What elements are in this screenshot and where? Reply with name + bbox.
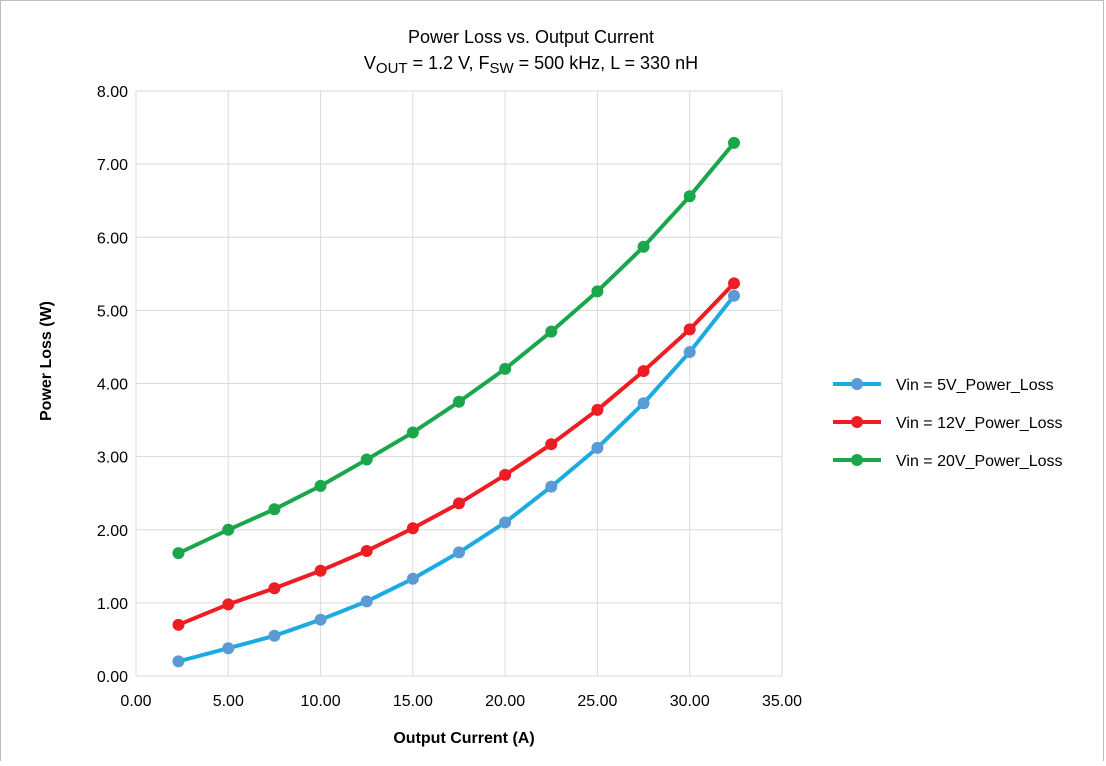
series-line <box>176 140 737 556</box>
data-point <box>545 325 558 338</box>
data-point <box>172 618 185 631</box>
series-line <box>176 281 737 627</box>
x-tick-label: 15.00 <box>393 693 433 710</box>
y-tick-label: 0.00 <box>97 669 128 686</box>
data-point <box>222 523 235 536</box>
data-point <box>314 564 327 577</box>
subtitle-part-3: SW <box>489 60 514 77</box>
x-tick-label: 20.00 <box>485 693 525 710</box>
y-axis-title: Power Loss (W) <box>38 301 55 421</box>
data-point <box>222 598 235 611</box>
legend-label: Vin = 12V_Power_Loss <box>896 415 1062 432</box>
data-point <box>637 397 650 410</box>
data-point <box>453 497 465 510</box>
x-tick-label: 5.00 <box>213 693 244 710</box>
data-point <box>637 240 650 253</box>
data-point <box>172 655 185 668</box>
subtitle-part-1: OUT <box>376 60 408 77</box>
legend-swatch-marker <box>851 416 863 428</box>
series-0 <box>172 289 741 668</box>
data-point <box>360 544 373 557</box>
y-tick-label: 5.00 <box>97 303 128 320</box>
data-point <box>591 403 604 416</box>
data-point <box>728 277 741 290</box>
series-group <box>172 136 741 668</box>
data-point <box>545 438 558 451</box>
gridlines <box>135 90 783 677</box>
series-2 <box>172 136 741 560</box>
legend-label: Vin = 5V_Power_Loss <box>896 377 1054 394</box>
y-axis-ticks: 0.00 1.00 2.00 3.00 4.00 5.00 6.00 7.00 8.00 <box>97 84 128 686</box>
y-tick-label: 3.00 <box>97 450 128 467</box>
data-point <box>406 522 419 535</box>
y-tick-label: 8.00 <box>97 84 128 101</box>
data-point <box>406 572 419 585</box>
y-tick-label: 6.00 <box>97 230 128 247</box>
data-point <box>499 468 512 481</box>
data-point <box>314 479 327 492</box>
chart-title: Power Loss vs. Output Current <box>408 27 654 47</box>
data-point <box>268 582 281 595</box>
y-tick-label: 1.00 <box>97 596 128 613</box>
x-axis-title: Output Current (A) <box>393 730 534 747</box>
legend-label: Vin = 20V_Power_Loss <box>896 453 1062 470</box>
data-point <box>499 362 512 375</box>
data-point <box>591 285 604 298</box>
x-axis-ticks: 0.00 5.00 10.00 15.00 20.00 25.00 30.00 35.00 <box>120 693 802 710</box>
data-point <box>499 516 512 529</box>
data-point <box>453 395 465 408</box>
data-point <box>453 546 465 559</box>
series-line <box>176 293 737 664</box>
series-1 <box>172 277 741 631</box>
chart-subtitle: VOUT = 1.2 V, FSW = 500 kHz, L = 330 nH <box>364 53 698 77</box>
x-tick-label: 25.00 <box>577 693 617 710</box>
legend-swatch-marker <box>851 454 863 466</box>
subtitle-part-0: V <box>364 53 376 73</box>
x-tick-label: 10.00 <box>301 693 341 710</box>
data-point <box>406 426 419 439</box>
legend-swatch-marker <box>851 378 863 390</box>
data-point <box>314 613 327 626</box>
subtitle-part-4: = 500 kHz, L = 330 nH <box>514 53 698 73</box>
data-point <box>360 595 373 608</box>
data-point <box>222 642 235 655</box>
x-tick-label: 30.00 <box>670 693 710 710</box>
data-point <box>683 190 696 203</box>
data-point <box>268 503 281 516</box>
x-tick-label: 0.00 <box>120 693 151 710</box>
data-point <box>637 365 650 378</box>
data-point <box>545 480 558 493</box>
data-point <box>172 547 185 560</box>
y-tick-label: 2.00 <box>97 523 128 540</box>
legend: Vin = 5V_Power_Loss Vin = 12V_Power_Loss V… <box>833 377 1062 470</box>
x-tick-label: 35.00 <box>762 693 802 710</box>
y-tick-label: 7.00 <box>97 157 128 174</box>
data-point <box>591 441 604 454</box>
y-tick-label: 4.00 <box>97 377 128 394</box>
data-point <box>683 346 696 359</box>
subtitle-part-2: = 1.2 V, F <box>408 53 490 73</box>
data-point <box>268 629 281 642</box>
data-point <box>360 453 373 466</box>
data-point <box>683 323 696 336</box>
data-point <box>728 289 741 302</box>
data-point <box>728 136 741 149</box>
